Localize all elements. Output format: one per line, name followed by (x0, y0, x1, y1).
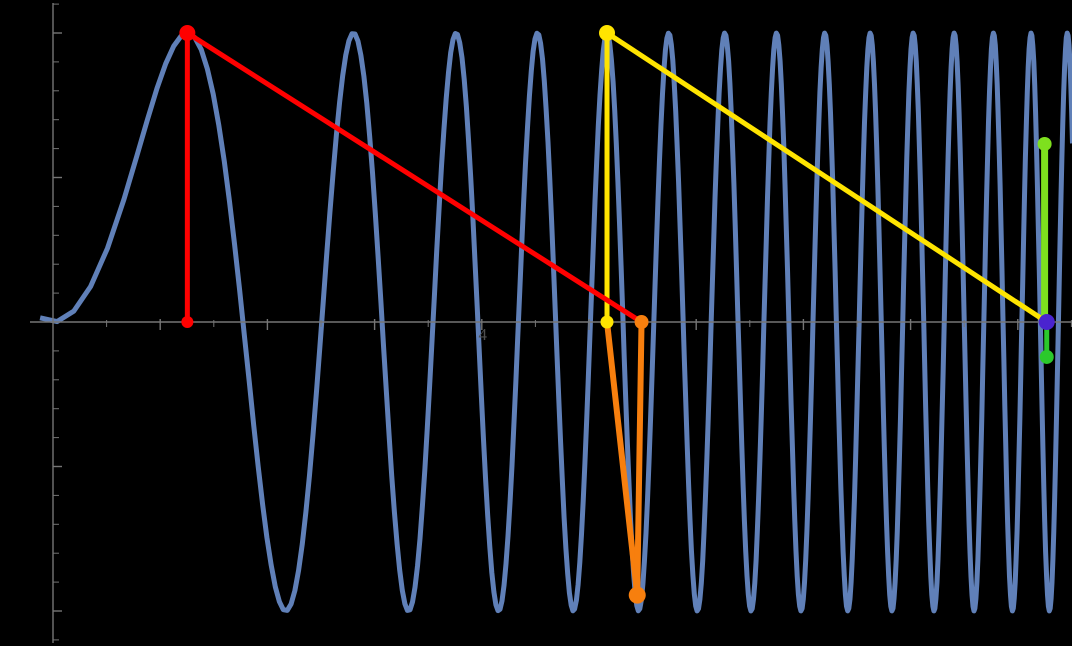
yellow-peak-dot (599, 25, 616, 41)
red-peak-dot (179, 25, 196, 41)
green-bottom-dot (1039, 349, 1054, 364)
function-curve (39, 30, 1072, 614)
orange-vertical-segment (634, 319, 645, 599)
orange-diagonal-segment (604, 319, 641, 599)
red-axis-dot (181, 316, 194, 328)
yellow-axis-dot (600, 315, 614, 329)
purple-axis-dot (1038, 314, 1055, 330)
orange-trough-dot (628, 586, 646, 604)
red-diagonal-segment (184, 30, 645, 325)
yellow-diagonal-segment (604, 30, 1050, 325)
x-tick-label-4: 4 (479, 325, 488, 344)
chartreuse-top-dot (1037, 136, 1052, 151)
orange-axis-dot (634, 315, 649, 329)
